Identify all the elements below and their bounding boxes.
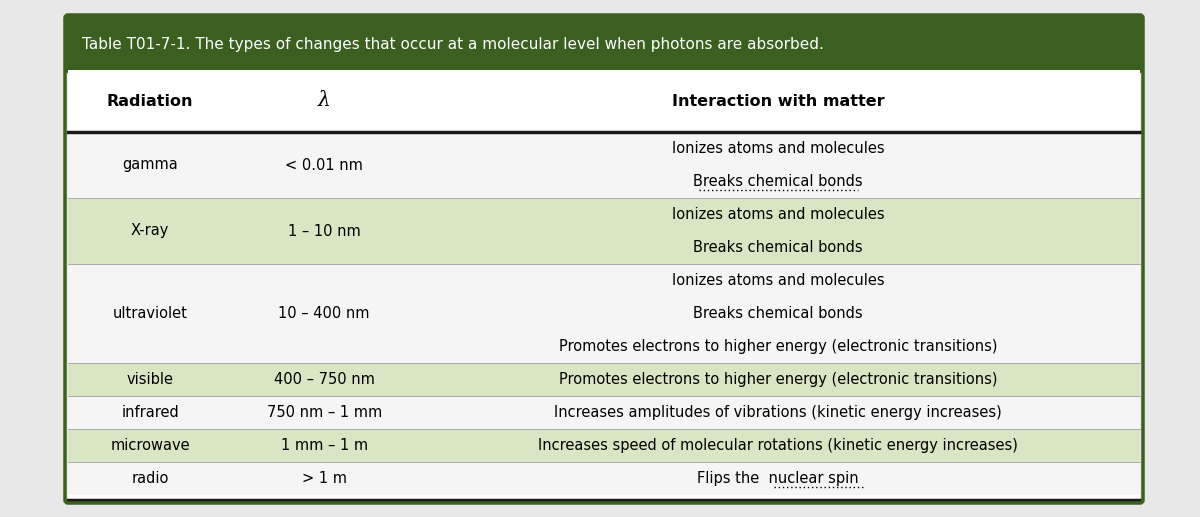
- Bar: [68, 363, 1140, 396]
- Text: ultraviolet: ultraviolet: [113, 306, 187, 321]
- Text: Promotes electrons to higher energy (electronic transitions): Promotes electrons to higher energy (ele…: [559, 372, 997, 387]
- Bar: [68, 462, 1140, 495]
- Text: gamma: gamma: [122, 158, 178, 173]
- Bar: [68, 70, 1140, 132]
- Text: radio: radio: [131, 471, 169, 486]
- Text: visible: visible: [126, 372, 174, 387]
- Text: 1 – 10 nm: 1 – 10 nm: [288, 223, 360, 238]
- Text: Ionizes atoms and molecules: Ionizes atoms and molecules: [672, 273, 884, 288]
- Text: Ionizes atoms and molecules: Ionizes atoms and molecules: [672, 207, 884, 222]
- Text: λ: λ: [318, 92, 330, 111]
- Text: X-ray: X-ray: [131, 223, 169, 238]
- Text: Flips the  nuclear spin: Flips the nuclear spin: [697, 471, 859, 486]
- Bar: [68, 132, 1140, 198]
- Text: microwave: microwave: [110, 438, 190, 453]
- Bar: [68, 429, 1140, 462]
- Text: 750 nm – 1 mm: 750 nm – 1 mm: [266, 405, 382, 420]
- Text: > 1 m: > 1 m: [301, 471, 347, 486]
- Text: 1 mm – 1 m: 1 mm – 1 m: [281, 438, 367, 453]
- FancyBboxPatch shape: [65, 15, 1142, 73]
- Text: Breaks chemical bonds: Breaks chemical bonds: [694, 240, 863, 255]
- Text: infrared: infrared: [121, 405, 179, 420]
- Bar: [68, 264, 1140, 363]
- Text: 10 – 400 nm: 10 – 400 nm: [278, 306, 370, 321]
- Text: Breaks chemical bonds: Breaks chemical bonds: [694, 174, 863, 189]
- Text: Increases amplitudes of vibrations (kinetic energy increases): Increases amplitudes of vibrations (kine…: [554, 405, 1002, 420]
- Text: < 0.01 nm: < 0.01 nm: [286, 158, 364, 173]
- Text: Ionizes atoms and molecules: Ionizes atoms and molecules: [672, 141, 884, 156]
- Bar: [68, 198, 1140, 264]
- Bar: [68, 396, 1140, 429]
- Text: 400 – 750 nm: 400 – 750 nm: [274, 372, 374, 387]
- Bar: [68, 18, 1140, 500]
- Text: Increases speed of molecular rotations (kinetic energy increases): Increases speed of molecular rotations (…: [539, 438, 1018, 453]
- Text: Table T01-7-1. The types of changes that occur at a molecular level when photons: Table T01-7-1. The types of changes that…: [82, 37, 824, 52]
- Text: Radiation: Radiation: [107, 94, 193, 109]
- Text: Promotes electrons to higher energy (electronic transitions): Promotes electrons to higher energy (ele…: [559, 339, 997, 354]
- Text: Interaction with matter: Interaction with matter: [672, 94, 884, 109]
- Text: Breaks chemical bonds: Breaks chemical bonds: [694, 306, 863, 321]
